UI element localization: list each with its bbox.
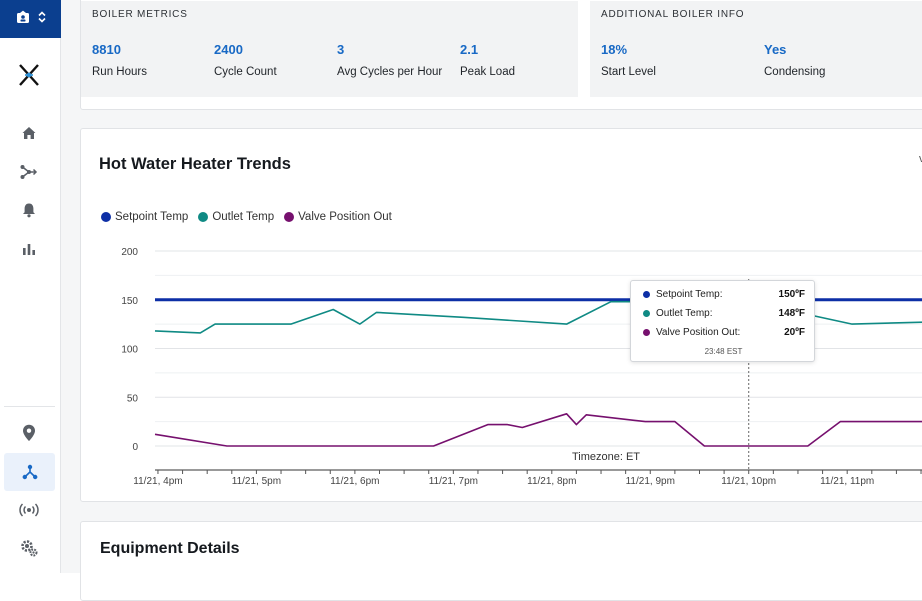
equipment-details-card: Equipment Details [80,521,922,601]
metrics-card: BOILER METRICS 8810 Run Hours 2400 Cycle… [80,0,922,110]
broadcast-icon[interactable] [0,492,58,528]
logo-icon[interactable] [0,57,58,93]
tooltip-label: Setpoint Temp: [656,289,723,300]
y-tick-label: 100 [121,345,138,356]
tooltip-row-outlet: Outlet Temp: 148ºF [643,308,805,319]
chart-tooltip: Setpoint Temp: 150ºF Outlet Temp: 148ºF … [630,280,815,362]
legend-item-setpoint[interactable]: Setpoint Temp [101,211,188,223]
chevron-up-down-icon [37,10,46,28]
legend-item-valve[interactable]: Valve Position Out [284,211,392,223]
tooltip-label: Outlet Temp: [656,308,713,319]
y-tick-label: 200 [121,247,138,258]
tooltip-timestamp: 23:48 EST [704,347,743,356]
trend-chart-card: Hot Water Heater Trends v Setpoint Temp … [80,128,922,502]
main-content: BOILER METRICS 8810 Run Hours 2400 Cycle… [61,0,922,601]
settings-gears-icon[interactable] [0,530,58,566]
legend-swatch [284,212,295,222]
legend-swatch [198,212,209,222]
metric-value: 18% [601,42,628,57]
tooltip-value: 148ºF [778,308,805,319]
series-line-valve-position-out [154,412,922,447]
tooltip-row-setpoint: Setpoint Temp: 150ºF [643,289,805,300]
metric-label: Start Level [601,66,656,78]
metric-start-level: 18% Start Level [601,42,656,78]
x-tick-label: 11/21, 7pm [429,476,478,487]
metric-value: 3 [337,42,345,57]
legend-label: Valve Position Out [298,211,392,223]
tooltip-swatch [643,310,650,317]
metric-cycle-count: 2400 Cycle Count [214,42,277,78]
metric-value: Yes [764,42,787,57]
chart-legend: Setpoint Temp Outlet Temp Valve Position… [101,211,392,223]
chart-options-toggle[interactable]: v [919,153,922,165]
metric-avg-cycles: 3 Avg Cycles per Hour [337,42,442,78]
x-tick-label: 11/21, 5pm [232,476,281,487]
tooltip-swatch [643,329,650,336]
metric-label: Run Hours [92,66,147,78]
legend-item-outlet[interactable]: Outlet Temp [198,211,274,223]
tooltip-value: 150ºF [778,289,805,300]
topology-icon[interactable] [0,154,58,190]
metric-value: 2.1 [460,42,479,57]
metric-label: Cycle Count [214,66,277,78]
metric-value: 2400 [214,42,243,57]
equipment-details-title: Equipment Details [100,540,240,557]
legend-label: Setpoint Temp [115,211,189,223]
org-switcher-button[interactable] [0,0,61,38]
home-icon[interactable] [0,115,58,151]
metric-label: Avg Cycles per Hour [337,66,443,78]
metric-label: Peak Load [460,66,515,78]
x-tick-label: 11/21, 4pm [133,476,182,487]
hierarchy-icon[interactable] [4,453,55,491]
legend-label: Outlet Temp [212,211,275,223]
metric-label: Condensing [764,66,826,78]
bell-icon[interactable] [0,192,58,228]
y-tick-label: 150 [121,296,138,307]
tooltip-label: Valve Position Out: [656,327,741,338]
metric-peak-load: 2.1 Peak Load [460,42,515,78]
x-tick-label: 11/21, 10pm [721,476,776,487]
boiler-metrics-panel: BOILER METRICS 8810 Run Hours 2400 Cycle… [81,1,578,97]
metric-value: 8810 [92,42,121,57]
x-tick-label: 11/21, 6pm [330,476,379,487]
tooltip-swatch [643,291,650,298]
location-pin-icon[interactable] [0,415,58,451]
chart-title: Hot Water Heater Trends [99,155,291,173]
x-tick-label: 11/21, 9pm [626,476,675,487]
timezone-label: Timezone: ET [572,451,640,463]
metric-condensing: Yes Condensing [764,42,825,78]
x-tick-label: 11/21, 8pm [527,476,576,487]
metric-run-hours: 8810 Run Hours [92,42,147,78]
additional-info-heading: ADDITIONAL BOILER INFO [601,9,745,20]
boiler-metrics-heading: BOILER METRICS [92,9,188,20]
building-icon [16,10,30,29]
tooltip-row-valve: Valve Position Out: 20ºF [643,327,805,338]
additional-info-panel: ADDITIONAL BOILER INFO 18% Start Level Y… [590,1,922,97]
x-tick-label: 11/21, 11pm [820,476,874,487]
sidebar [0,0,61,573]
legend-swatch [101,212,111,222]
bar-chart-icon[interactable] [0,231,58,267]
y-tick-label: 50 [127,393,139,404]
y-tick-label: 0 [132,442,138,453]
tooltip-value: 20ºF [784,327,805,338]
sidebar-divider [4,406,55,407]
